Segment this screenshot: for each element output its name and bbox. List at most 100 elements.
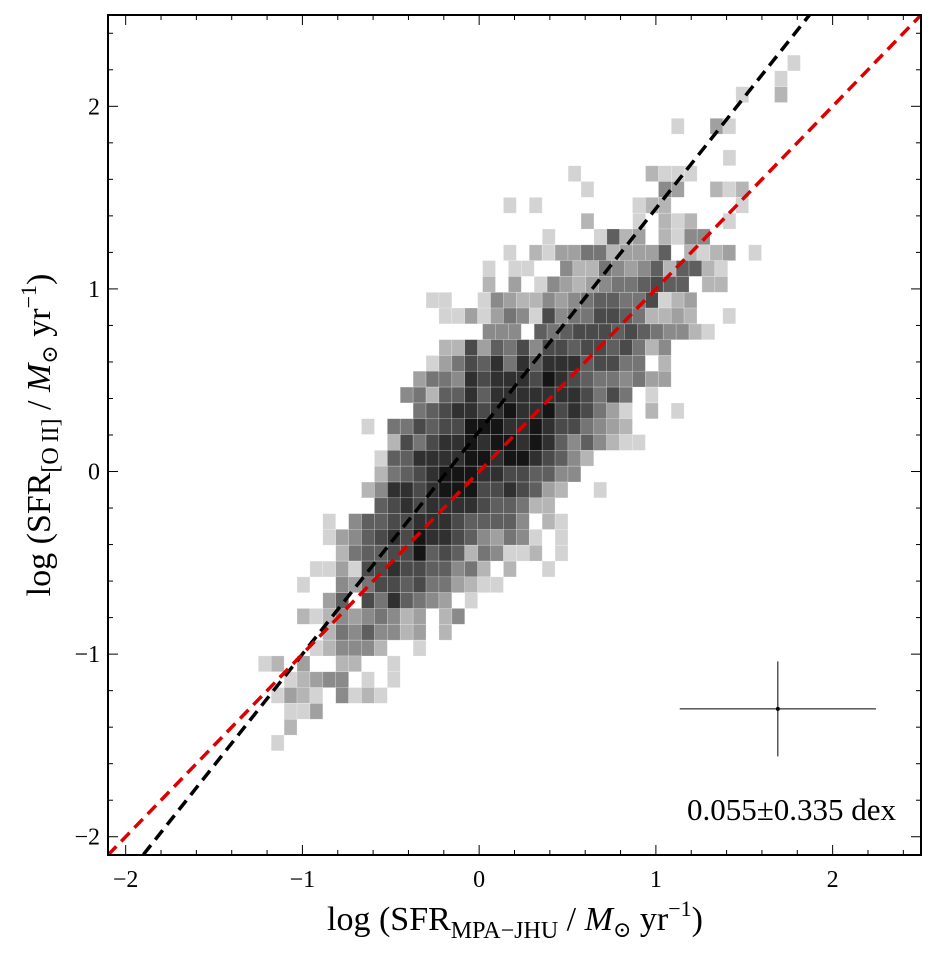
histogram-cell	[335, 608, 349, 625]
y-label-suffix: )	[21, 274, 58, 285]
histogram-cell	[709, 181, 724, 198]
histogram-cell	[580, 434, 595, 451]
histogram-cell	[572, 323, 587, 341]
y-tick-label: −1	[74, 642, 100, 668]
histogram-cell	[335, 624, 349, 641]
histogram-cell	[412, 544, 427, 562]
histogram-cell	[657, 370, 672, 388]
histogram-cell	[438, 386, 453, 404]
histogram-cell	[361, 529, 375, 546]
histogram-cell	[516, 292, 530, 309]
histogram-cell	[658, 228, 672, 246]
histogram-cell	[541, 370, 556, 388]
histogram-cell	[611, 276, 625, 293]
best-fit-line	[140, 15, 812, 855]
histogram-cell	[787, 54, 801, 72]
histogram-cell	[554, 307, 569, 325]
histogram-cell	[412, 402, 427, 420]
histogram-cell	[670, 402, 685, 420]
histogram-cell	[451, 608, 466, 625]
histogram-cell	[348, 639, 362, 657]
histogram-cell	[585, 260, 600, 277]
histogram-cell	[528, 244, 543, 261]
histogram-cell	[541, 465, 556, 483]
histogram-cell	[490, 307, 504, 325]
histogram-cell	[399, 434, 414, 451]
histogram-cell	[683, 292, 698, 309]
histogram-cell	[709, 244, 724, 261]
histogram-cell	[425, 497, 440, 514]
histogram-cell	[482, 260, 496, 277]
histogram-cell	[296, 671, 311, 688]
histogram-cell	[412, 608, 427, 625]
histogram-cell	[438, 449, 453, 467]
histogram-cell	[554, 339, 569, 356]
histogram-cell	[361, 608, 375, 625]
histogram-cell	[477, 497, 491, 514]
histogram-cell	[438, 529, 453, 546]
histogram-cell	[657, 339, 672, 356]
histogram-cell	[516, 339, 530, 356]
histogram-cell	[671, 118, 685, 135]
histogram-cell	[374, 529, 388, 546]
histogram-cell	[528, 370, 543, 388]
histogram-cell	[516, 544, 530, 562]
histogram-cell	[464, 355, 478, 372]
histogram-cell	[361, 481, 375, 499]
histogram-cell	[671, 228, 685, 246]
histogram-cell	[399, 560, 414, 578]
histogram-cell	[671, 212, 685, 230]
histogram-cell	[283, 703, 298, 720]
y-label-msub: ⊙	[37, 345, 62, 363]
histogram-cell	[503, 244, 517, 261]
histogram-cell	[335, 529, 349, 546]
histogram-cell	[554, 465, 569, 483]
histogram-cell	[438, 339, 453, 356]
histogram-cell	[541, 434, 556, 451]
histogram-cell	[528, 386, 543, 404]
histogram-cell	[722, 307, 736, 325]
histogram-cell	[464, 370, 478, 388]
x-label-unit: yr	[631, 901, 669, 938]
histogram-cell	[296, 576, 311, 593]
histogram-cell	[662, 323, 677, 341]
x-label-sup: −1	[668, 896, 691, 921]
histogram-cell	[477, 402, 491, 420]
histogram-cell	[387, 513, 401, 530]
histogram-cell	[598, 323, 612, 341]
histogram-cell	[516, 307, 530, 325]
histogram-cell	[490, 370, 504, 388]
histogram-cell	[657, 244, 672, 261]
histogram-cell	[438, 624, 453, 641]
histogram-cell	[503, 465, 517, 483]
histogram-cell	[451, 386, 466, 404]
histogram-cell	[322, 529, 337, 546]
histogram-cell	[541, 292, 556, 309]
histogram-cell	[374, 497, 388, 514]
histogram-cell	[477, 560, 491, 578]
y-label-sub: [O II]	[38, 418, 64, 472]
histogram-cell	[451, 355, 466, 372]
histogram-cell	[399, 481, 414, 499]
histogram-cell	[567, 402, 582, 420]
histogram-cell	[399, 624, 414, 641]
histogram-cell	[464, 529, 478, 546]
histogram-cell	[464, 449, 478, 467]
histogram-cell	[335, 544, 349, 562]
x-tick-label: 2	[827, 867, 839, 893]
histogram-cell	[490, 434, 504, 451]
histogram-cell	[412, 481, 427, 499]
histogram-cell	[528, 292, 543, 309]
histogram-cell	[567, 244, 582, 261]
histogram-cell	[541, 307, 556, 325]
histogram-cell	[657, 292, 672, 309]
histogram-cell	[464, 560, 478, 578]
histogram-cell	[490, 481, 504, 499]
histogram-cell	[722, 244, 736, 261]
histogram-cell	[412, 418, 427, 435]
histogram-cell	[521, 260, 535, 277]
histogram-cell	[296, 687, 311, 704]
histogram-cell	[438, 560, 453, 578]
histogram-cell	[412, 513, 427, 530]
histogram-cell	[688, 323, 703, 341]
